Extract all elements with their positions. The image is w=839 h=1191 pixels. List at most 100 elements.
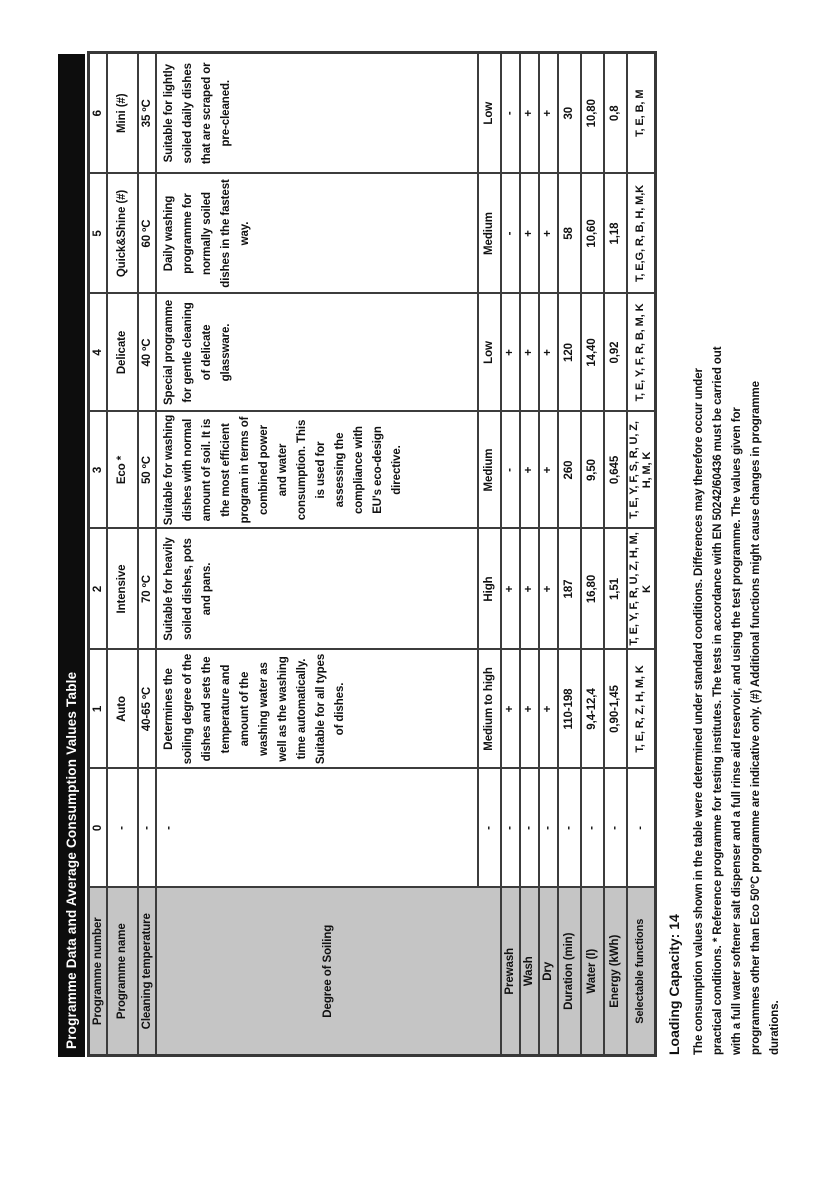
cell-temperature: -: [137, 768, 156, 888]
cell-prewash: +: [500, 293, 520, 412]
table-row-energy: Energy (kWh) - 0,90-1,45 1,51 0,645 0,92…: [603, 52, 627, 1056]
cell-energy: -: [603, 768, 627, 888]
row-label-prewash: Prewash: [500, 887, 520, 1056]
cell-dry: +: [538, 528, 558, 650]
cell-temperature: 40-65 ºC: [137, 649, 156, 769]
cell-temperature: 60 ºC: [137, 173, 156, 294]
cell-name: Intensive: [106, 528, 138, 650]
cell-name: Quick&Shine (#): [106, 173, 138, 294]
cell-energy: 0,8: [603, 52, 627, 174]
cell-functions: T, E, Y, F, S, R, U, Z, H, M, K: [626, 411, 655, 529]
row-label-wash: Wash: [519, 887, 539, 1056]
table-row-prewash: Prewash - + + - + - -: [500, 52, 520, 1056]
cell-functions: T, E, R, Z, H, M, K: [626, 649, 655, 769]
cell-dry: +: [538, 52, 558, 174]
cell-soiling-description: Suitable for washing dishes with normal …: [155, 411, 478, 529]
cell-wash: -: [519, 768, 539, 888]
cell-number: 2: [88, 528, 107, 650]
cell-name: Eco *: [106, 411, 138, 529]
cell-temperature: 50 ºC: [137, 411, 156, 529]
cell-soiling-description: Special programme for gentle cleaning of…: [155, 293, 478, 412]
cell-name: Auto: [106, 649, 138, 769]
cell-duration: -: [557, 768, 581, 888]
cell-name: -: [106, 768, 138, 888]
cell-functions: T, E, B, M: [626, 52, 655, 174]
cell-soiling-level: Low: [477, 293, 501, 412]
cell-water: 16,80: [580, 528, 604, 650]
row-label-degree-of-soiling: Degree of Soiling: [155, 887, 501, 1056]
row-label-dry: Dry: [538, 887, 558, 1056]
cell-number: 5: [88, 173, 107, 294]
cell-duration: 30: [557, 52, 581, 174]
cell-water: 10,80: [580, 52, 604, 174]
cell-water: -: [580, 768, 604, 888]
cell-number: 3: [88, 411, 107, 529]
table-row-water: Water (l) - 9,4-12,4 16,80 9,50 14,40 10…: [580, 52, 604, 1056]
cell-wash: +: [519, 411, 539, 529]
cell-wash: +: [519, 528, 539, 650]
cell-soiling-description: -: [155, 768, 478, 888]
cell-dry: -: [538, 768, 558, 888]
cell-number: 1: [88, 649, 107, 769]
cell-soiling-level: Medium: [477, 411, 501, 529]
cell-dry: +: [538, 293, 558, 412]
cell-number: 6: [88, 52, 107, 174]
cell-number: 4: [88, 293, 107, 412]
row-label-energy: Energy (kWh): [603, 887, 627, 1056]
cell-soiling-level: -: [477, 768, 501, 888]
table-row-wash: Wash - + + + + + +: [519, 52, 539, 1056]
cell-number: 0: [88, 768, 107, 888]
cell-energy: 0,92: [603, 293, 627, 412]
cell-soiling-description: Daily washing programme for normally soi…: [155, 173, 478, 294]
row-label-programme-number: Programme number: [88, 887, 107, 1056]
table-title-bar: Programme Data and Average Consumption V…: [58, 54, 85, 1057]
cell-soiling-description: Suitable for lightly soiled daily dishes…: [155, 52, 478, 174]
row-label-water: Water (l): [580, 887, 604, 1056]
cell-soiling-level: High: [477, 528, 501, 650]
table-row-dry: Dry - + + + + + +: [538, 52, 558, 1056]
cell-soiling-level: Medium to high: [477, 649, 501, 769]
cell-water: 9,50: [580, 411, 604, 529]
cell-soiling-description: Determines the soiling degree of the dis…: [155, 649, 478, 769]
cell-water: 9,4-12,4: [580, 649, 604, 769]
cell-duration: 260: [557, 411, 581, 529]
cell-prewash: -: [500, 52, 520, 174]
table-row-programme-name: Programme name - Auto Intensive Eco * De…: [106, 52, 138, 1056]
cell-dry: +: [538, 173, 558, 294]
cell-functions: T, E, Y, F, R, B, M, K: [626, 293, 655, 412]
loading-capacity-heading: Loading Capacity: 14: [665, 914, 682, 1055]
cell-prewash: +: [500, 649, 520, 769]
cell-temperature: 35 ºC: [137, 52, 156, 174]
table-row-programme-number: Programme number 0 1 2 3 4 5 6: [88, 52, 107, 1056]
table-row-duration: Duration (min) - 110-198 187 260 120 58 …: [557, 52, 581, 1056]
cell-duration: 187: [557, 528, 581, 650]
cell-temperature: 40 ºC: [137, 293, 156, 412]
cell-soiling-description: Suitable for heavily soiled dishes, pots…: [155, 528, 478, 650]
cell-water: 10,60: [580, 173, 604, 294]
cell-prewash: -: [500, 173, 520, 294]
cell-dry: +: [538, 649, 558, 769]
consumption-values-footnote: The consumption values shown in the tabl…: [692, 346, 781, 1055]
cell-duration: 120: [557, 293, 581, 412]
cell-functions: T, E,G, R, B, H, M,K: [626, 173, 655, 294]
cell-soiling-level: Low: [477, 52, 501, 174]
cell-energy: 0,90-1,45: [603, 649, 627, 769]
cell-temperature: 70 ºC: [137, 528, 156, 650]
rotated-table-block: Programme Data and Average Consumption V…: [58, 51, 785, 1057]
row-label-programme-name: Programme name: [106, 887, 138, 1056]
cell-name: Delicate: [106, 293, 138, 412]
cell-name: Mini (#): [106, 52, 138, 174]
cell-wash: +: [519, 293, 539, 412]
cell-soiling-level: Medium: [477, 173, 501, 294]
cell-prewash: -: [500, 411, 520, 529]
row-label-duration: Duration (min): [557, 887, 581, 1056]
cell-duration: 58: [557, 173, 581, 294]
table-row-cleaning-temperature: Cleaning temperature - 40-65 ºC 70 ºC 50…: [137, 52, 156, 1056]
cell-energy: 1,18: [603, 173, 627, 294]
table-row-selectable-functions: Selectable functions - T, E, R, Z, H, M,…: [626, 52, 655, 1056]
row-label-selectable-functions: Selectable functions: [626, 887, 655, 1056]
cell-energy: 0,645: [603, 411, 627, 529]
cell-functions: -: [626, 768, 655, 888]
cell-wash: +: [519, 52, 539, 174]
